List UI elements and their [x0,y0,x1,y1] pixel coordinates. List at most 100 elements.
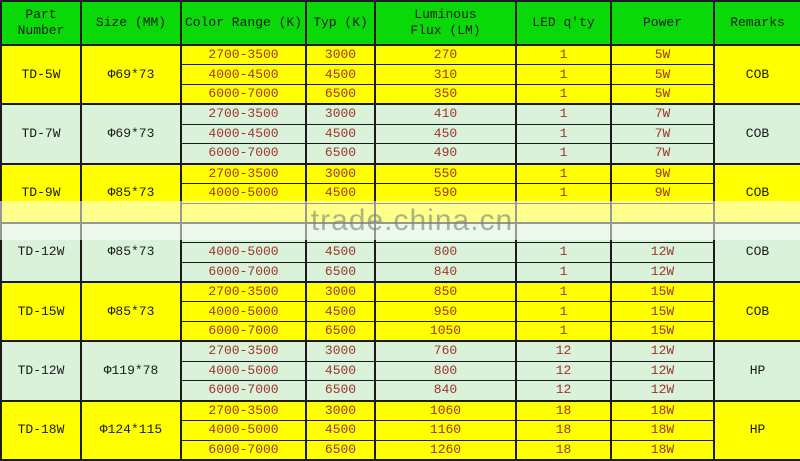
luminous-flux-cell: 1160 [374,419,517,441]
table-row: 4000-5000 4500 1160 18 18W [1,419,800,441]
table-row: TD-9W Φ85*73 2700-3500 3000 550 1 9W COB [0,162,800,224]
typ-cell [305,221,376,243]
power-cell: 5W [610,64,715,85]
led-qty-cell: 1 [515,143,612,164]
table-row: 6000-7000 6500 1260 18 18W [1,439,800,461]
table-row: 4000-5000 4500 800 12 12W [1,360,800,382]
led-qty-cell [515,221,612,243]
typ-cell: 6500 [305,380,376,401]
size-cell: Φ119*78 [80,340,182,402]
size-cell: Φ85*73 [80,280,182,342]
typ-cell: 4500 [305,123,376,145]
color-range-cell: 4000-5000 [180,360,307,382]
table-row: TD-7W Φ69*73 2700-3500 3000 410 1 7W COB [0,103,800,165]
luminous-flux-cell: 850 [374,281,517,303]
power-cell [610,202,715,224]
luminous-flux-cell: 1050 [374,321,517,342]
luminous-flux-cell: 950 [374,301,517,322]
table-row: TD-15W Φ85*73 2700-3500 3000 850 1 15W COB [0,280,800,342]
part-number-cell: TD-9W [0,162,82,224]
remarks-cell: COB [713,103,800,165]
size-cell: Φ85*73 [80,221,182,283]
led-qty-cell: 1 [515,123,612,145]
led-qty-cell: 1 [515,281,612,303]
typ-cell: 3000 [305,162,376,184]
column-header-power: Power [610,0,715,46]
color-range-cell: 6000-7000 [180,439,307,461]
typ-cell: 3000 [305,399,376,421]
power-cell: 18W [610,419,715,441]
typ-cell: 4500 [305,301,376,322]
power-cell: 15W [610,281,715,303]
size-cell: Φ85*73 [80,162,182,224]
power-cell: 12W [610,340,715,362]
luminous-flux-cell: 590 [374,182,517,204]
column-header-typ: Typ (K) [305,0,376,46]
luminous-flux-cell: 800 [374,360,517,382]
led-qty-cell: 12 [515,340,612,362]
power-cell: 9W [610,182,715,204]
column-header-luminous-flux: Luminous Flux (LM) [374,0,517,46]
table-row: 4000-4500 4500 450 1 7W [1,123,800,145]
part-number-cell: TD-7W [0,103,82,165]
power-cell: 12W [610,261,715,283]
luminous-flux-cell [374,221,517,243]
color-range-cell: 6000-7000 [180,261,307,283]
led-qty-cell: 1 [515,321,612,342]
column-header-size: Size (MM) [80,0,182,46]
table-row: 4000-4500 4500 310 1 5W [1,64,800,85]
luminous-flux-cell: 350 [374,84,517,105]
typ-cell: 4500 [305,182,376,204]
power-cell: 15W [610,301,715,322]
remarks-cell: HP [713,399,800,461]
table-row: 6000-7000 6500 350 1 5W [1,84,800,105]
led-qty-cell: 1 [515,261,612,283]
color-range-cell [180,221,307,243]
led-qty-cell: 1 [515,64,612,85]
led-qty-cell: 1 [515,103,612,125]
color-range-cell: 4000-5000 [180,419,307,441]
led-qty-cell: 12 [515,380,612,401]
color-range-cell: 2700-3500 [180,281,307,303]
led-qty-cell: 18 [515,419,612,441]
color-range-cell [180,202,307,224]
led-qty-cell: 18 [515,439,612,461]
size-cell: Φ124*115 [80,399,182,461]
typ-cell: 3000 [305,44,376,66]
typ-cell: 4500 [305,360,376,382]
color-range-cell: 6000-7000 [180,380,307,401]
luminous-flux-cell: 310 [374,64,517,85]
led-qty-cell: 18 [515,399,612,421]
color-range-cell: 6000-7000 [180,321,307,342]
color-range-cell: 6000-7000 [180,84,307,105]
power-cell: 7W [610,103,715,125]
color-range-cell: 4000-5000 [180,182,307,204]
table-row: TD-12W Φ85*73 COB [0,221,800,283]
power-cell: 5W [610,84,715,105]
remarks-cell: HP [713,340,800,402]
typ-cell: 6500 [305,321,376,342]
column-header-remarks: Remarks [713,0,800,46]
header-row: Part Number Size (MM) Color Range (K) Ty… [0,0,800,46]
luminous-flux-cell: 840 [374,261,517,283]
column-header-led-qty: LED q'ty [515,0,612,46]
luminous-flux-cell: 270 [374,44,517,66]
color-range-cell: 6000-7000 [180,143,307,164]
size-cell: Φ69*73 [80,103,182,165]
typ-cell: 6500 [305,439,376,461]
color-range-cell: 2700-3500 [180,44,307,66]
led-qty-cell: 1 [515,182,612,204]
color-range-cell: 4000-5000 [180,301,307,322]
power-cell: 5W [610,44,715,66]
power-cell [610,221,715,243]
luminous-flux-cell: 410 [374,103,517,125]
part-number-cell: TD-5W [0,43,82,105]
power-cell: 18W [610,399,715,421]
part-number-cell: TD-12W [0,340,82,402]
typ-cell: 3000 [305,281,376,303]
power-cell: 12W [610,242,715,263]
luminous-flux-cell: 450 [374,123,517,145]
led-qty-cell: 1 [515,84,612,105]
luminous-flux-cell: 840 [374,380,517,401]
